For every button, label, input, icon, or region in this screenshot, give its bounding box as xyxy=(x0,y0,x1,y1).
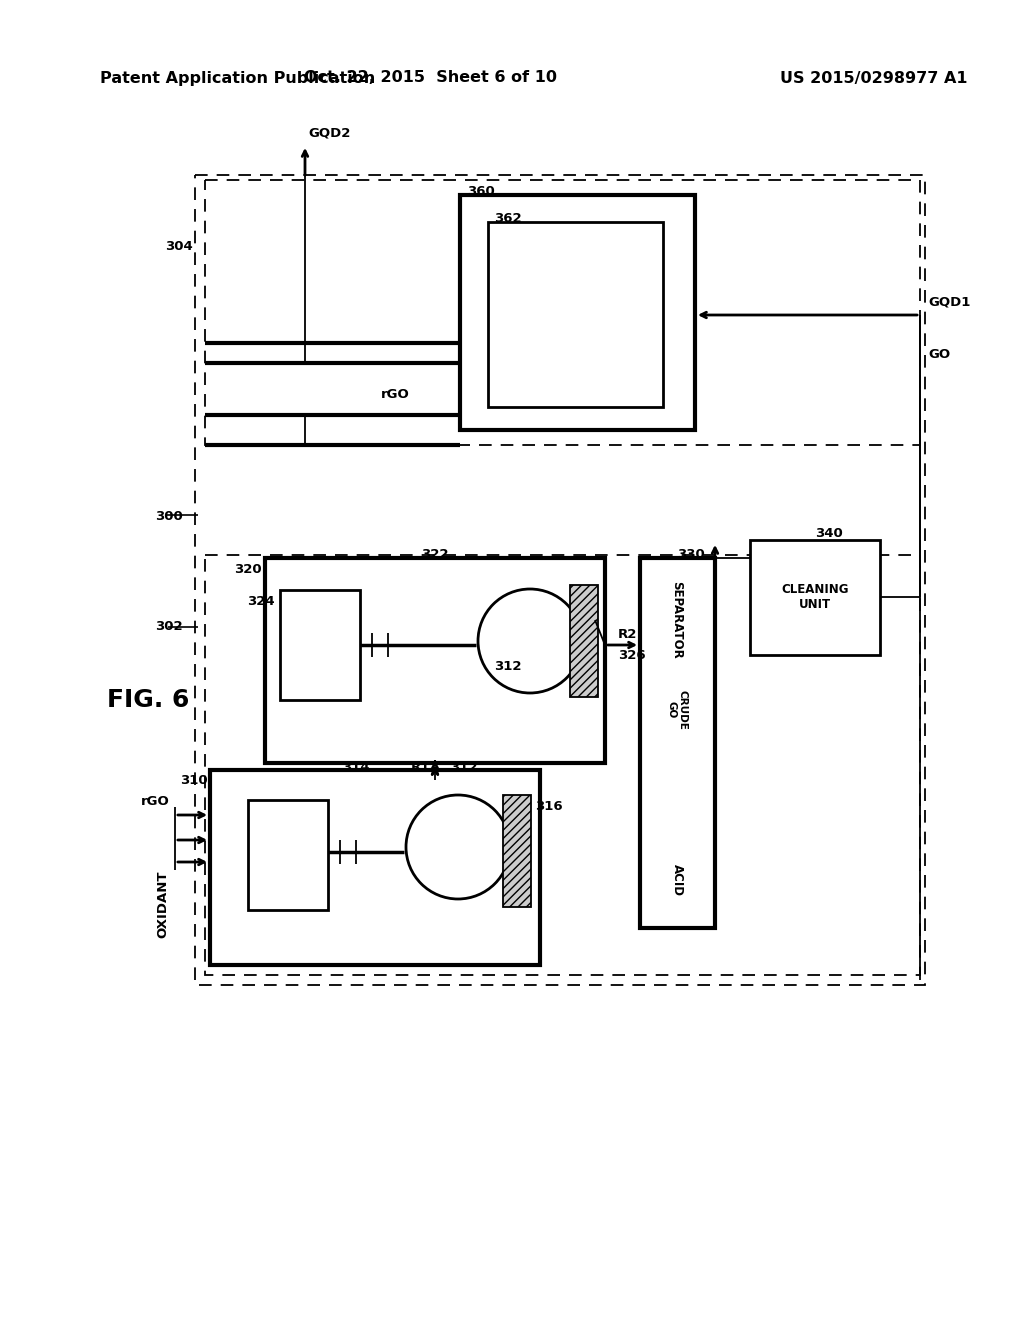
Text: 310: 310 xyxy=(180,774,208,787)
Bar xyxy=(750,540,880,655)
Text: 326: 326 xyxy=(618,649,645,663)
Text: 330: 330 xyxy=(677,548,705,561)
Text: GQD2: GQD2 xyxy=(308,127,350,140)
Bar xyxy=(205,180,920,445)
Text: 362: 362 xyxy=(494,213,521,224)
Text: 322: 322 xyxy=(421,548,449,561)
Text: CRUDE
GO: CRUDE GO xyxy=(667,690,688,730)
Text: rGO: rGO xyxy=(381,388,410,400)
Text: 302: 302 xyxy=(156,620,183,634)
Bar xyxy=(640,558,715,928)
Bar xyxy=(503,795,531,907)
Circle shape xyxy=(478,589,582,693)
Bar xyxy=(570,585,598,697)
Text: 340: 340 xyxy=(815,527,843,540)
Text: FIG. 6: FIG. 6 xyxy=(106,688,189,711)
Text: OXIDANT: OXIDANT xyxy=(157,870,170,937)
Text: GQD1: GQD1 xyxy=(928,296,971,309)
Text: Patent Application Publication: Patent Application Publication xyxy=(100,70,375,86)
Text: Oct. 22, 2015  Sheet 6 of 10: Oct. 22, 2015 Sheet 6 of 10 xyxy=(303,70,556,86)
Bar xyxy=(205,554,920,975)
Bar xyxy=(460,195,695,430)
Text: GO: GO xyxy=(928,348,950,362)
Text: rGO: rGO xyxy=(141,795,170,808)
Text: 316: 316 xyxy=(535,800,562,813)
Text: 360: 360 xyxy=(467,185,495,198)
Text: 320: 320 xyxy=(234,564,262,576)
Text: 304: 304 xyxy=(165,240,193,253)
Text: US 2015/0298977 A1: US 2015/0298977 A1 xyxy=(780,70,968,86)
Bar xyxy=(195,176,925,985)
Bar xyxy=(488,222,663,407)
Text: R1: R1 xyxy=(411,762,430,774)
Text: 312: 312 xyxy=(450,762,477,774)
Text: ACID: ACID xyxy=(671,865,683,896)
Circle shape xyxy=(406,795,510,899)
Text: 312: 312 xyxy=(495,660,522,673)
Bar xyxy=(210,770,540,965)
Text: R2: R2 xyxy=(618,628,637,642)
Bar xyxy=(280,590,360,700)
Text: 324: 324 xyxy=(248,595,275,609)
Text: 314: 314 xyxy=(342,762,370,774)
Text: CLEANING
UNIT: CLEANING UNIT xyxy=(781,583,849,611)
Bar xyxy=(265,558,605,763)
Text: SEPARATOR: SEPARATOR xyxy=(671,581,683,659)
Text: 300: 300 xyxy=(156,510,183,523)
Bar xyxy=(248,800,328,909)
